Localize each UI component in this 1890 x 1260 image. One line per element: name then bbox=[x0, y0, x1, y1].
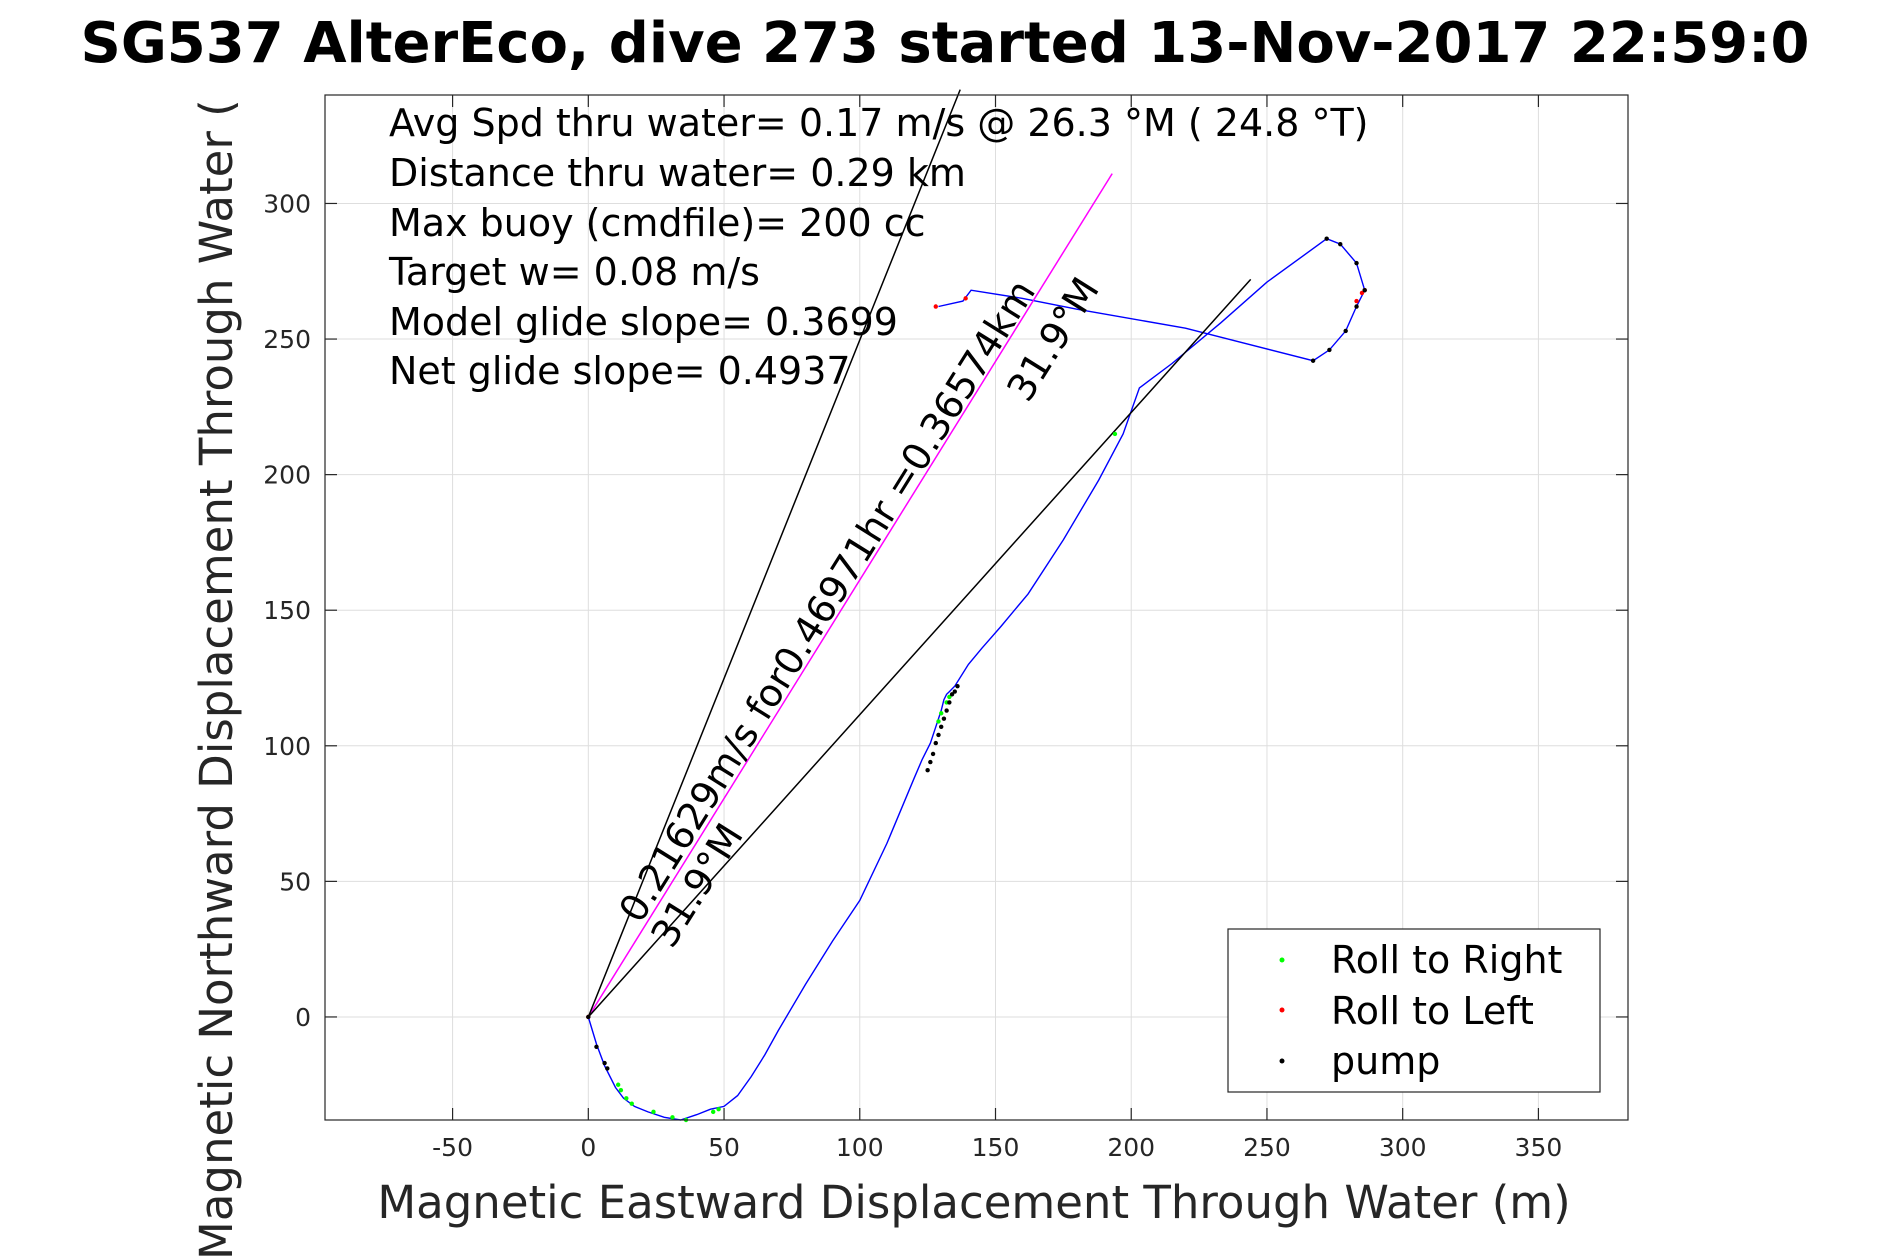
y-tick-label: 150 bbox=[263, 596, 311, 625]
series-line bbox=[587, 173, 1113, 1018]
marker-pump bbox=[925, 767, 930, 773]
marker-roll-right bbox=[618, 1087, 624, 1093]
marker-layer bbox=[586, 236, 1367, 1123]
info-line: Max buoy (cmdfile)= 200 cc bbox=[389, 201, 926, 245]
marker-roll-right bbox=[624, 1096, 629, 1101]
info-line: Target w= 0.08 m/s bbox=[388, 250, 760, 294]
marker-pump bbox=[944, 708, 949, 713]
marker-pump bbox=[1343, 328, 1348, 334]
series-line bbox=[587, 237, 1366, 1121]
y-axis-label: Magnetic Northward Displacement Through … bbox=[190, 99, 243, 1260]
marker-pump bbox=[1354, 260, 1359, 266]
marker-pump bbox=[602, 1060, 607, 1066]
legend-marker-pump bbox=[1279, 1058, 1285, 1064]
marker-pump bbox=[952, 689, 957, 694]
x-tick-label: 0 bbox=[580, 1133, 596, 1162]
legend-label-roll-left: Roll to Left bbox=[1331, 989, 1534, 1033]
marker-roll-right bbox=[670, 1115, 675, 1120]
series-line bbox=[587, 278, 1252, 1018]
y-tick-label: 200 bbox=[263, 461, 311, 490]
marker-pump bbox=[933, 740, 938, 746]
x-tick-label: 300 bbox=[1379, 1133, 1427, 1162]
marker-pump bbox=[586, 1014, 591, 1020]
legend: Roll to Right Roll to Left pump bbox=[1227, 928, 1601, 1093]
info-line: Distance thru water= 0.29 km bbox=[389, 151, 966, 195]
marker-pump bbox=[941, 716, 947, 721]
marker-pump bbox=[928, 759, 933, 765]
marker-pump bbox=[1324, 236, 1329, 241]
marker-roll-right bbox=[939, 711, 944, 716]
marker-roll-right bbox=[947, 694, 952, 700]
legend-marker-roll-left bbox=[1279, 1007, 1285, 1013]
marker-roll-right bbox=[615, 1082, 621, 1087]
x-tick-label: 150 bbox=[972, 1133, 1020, 1162]
info-line: Avg Spd thru water= 0.17 m/s @ 26.3 °M (… bbox=[389, 101, 1369, 145]
marker-pump bbox=[1354, 304, 1359, 309]
x-axis-label: Magnetic Eastward Displacement Through W… bbox=[377, 1176, 1570, 1229]
ticks: -50 0 50 100 150 200 250 300 350 0 50 100 150 200 250 3… bbox=[263, 95, 1628, 1162]
chart-title: SG537 AlterEco, dive 273 started 13-Nov-… bbox=[81, 11, 1810, 76]
marker-roll-left bbox=[1354, 298, 1359, 304]
marker-pump bbox=[947, 700, 952, 705]
marker-roll-right bbox=[716, 1106, 721, 1112]
marker-pump bbox=[1327, 347, 1332, 353]
marker-pump bbox=[1362, 288, 1367, 293]
marker-pump bbox=[949, 692, 955, 697]
y-tick-label: 0 bbox=[295, 1003, 311, 1032]
series-layer bbox=[587, 89, 1366, 1121]
y-tick-label: 50 bbox=[279, 867, 311, 896]
marker-pump bbox=[594, 1044, 599, 1049]
x-tick-label: 350 bbox=[1515, 1133, 1563, 1162]
legend-marker-roll-right bbox=[1279, 957, 1285, 963]
series-line bbox=[587, 89, 961, 1018]
marker-pump bbox=[955, 683, 960, 689]
info-line: Model glide slope= 0.3699 bbox=[389, 300, 898, 344]
marker-roll-right bbox=[629, 1101, 634, 1106]
marker-roll-left bbox=[933, 304, 938, 309]
marker-pump bbox=[1310, 358, 1316, 363]
marker-roll-right bbox=[1112, 431, 1118, 437]
marker-roll-right bbox=[936, 719, 941, 724]
marker-pump bbox=[939, 724, 944, 730]
marker-pump bbox=[1338, 241, 1343, 247]
x-tick-label: 200 bbox=[1107, 1133, 1155, 1162]
legend-label-roll-right: Roll to Right bbox=[1331, 938, 1562, 982]
x-tick-label: 100 bbox=[836, 1133, 884, 1162]
x-tick-label: 250 bbox=[1243, 1133, 1291, 1162]
marker-pump bbox=[936, 732, 941, 738]
y-tick-label: 250 bbox=[263, 325, 311, 354]
info-box: Avg Spd thru water= 0.17 m/s @ 26.3 °M (… bbox=[388, 101, 1369, 393]
marker-roll-right bbox=[710, 1109, 716, 1115]
marker-pump bbox=[605, 1066, 610, 1071]
plot-frame bbox=[324, 94, 1629, 1121]
legend-box bbox=[1227, 928, 1601, 1093]
legend-label-pump: pump bbox=[1331, 1039, 1440, 1083]
y-tick-label: 300 bbox=[263, 189, 311, 218]
marker-roll-left bbox=[963, 296, 968, 301]
y-tick-label: 100 bbox=[263, 732, 311, 761]
marker-roll-left bbox=[1359, 290, 1365, 296]
x-tick-label: 50 bbox=[708, 1133, 740, 1162]
x-tick-label: -50 bbox=[432, 1133, 473, 1162]
marker-pump bbox=[930, 751, 936, 757]
info-line: Net glide slope= 0.4937 bbox=[389, 349, 851, 393]
marker-roll-right bbox=[651, 1109, 656, 1115]
